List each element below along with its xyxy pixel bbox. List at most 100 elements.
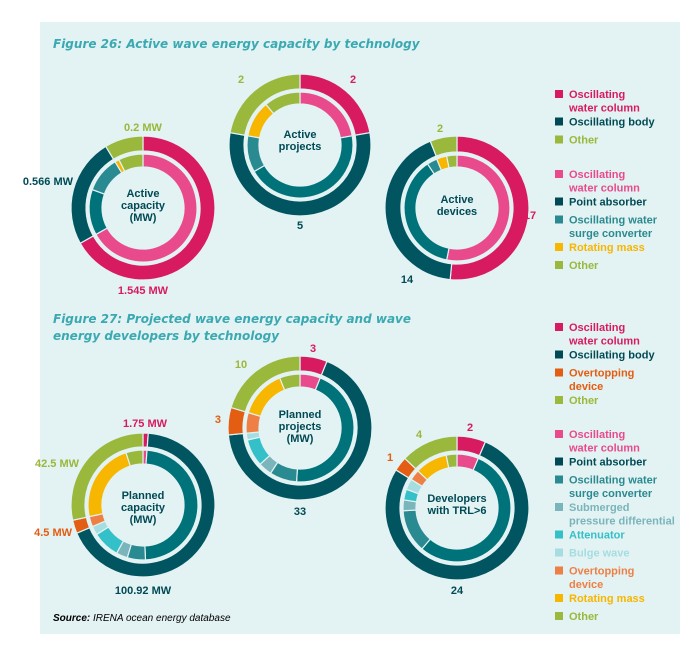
legend-swatch: [555, 215, 563, 224]
legend-fig27-outer: Oscillating water column Oscillating body O…: [555, 322, 655, 407]
legend-item-label: Oscillating water: [569, 215, 658, 227]
legend-swatch: [555, 566, 563, 575]
legend-swatch: [555, 117, 563, 126]
legend-swatch: [555, 530, 563, 539]
legend-item-label: Rotating mass: [569, 242, 645, 254]
source-label: Source:: [53, 613, 91, 624]
donut-value-label: 17: [524, 210, 536, 222]
legend-item-label: water column: [568, 103, 640, 115]
legend-item-label: pressure differential: [569, 516, 675, 528]
legend-swatch: [555, 594, 563, 602]
donut-value-label: 2: [350, 74, 356, 86]
donut-value-label: 1.75 MW: [123, 418, 168, 430]
legend-item-label: Bulge wave: [569, 548, 630, 560]
donut-value-label: 2: [437, 123, 443, 135]
legend-item-label: Point absorber: [569, 197, 647, 209]
donut-center-label: Active: [283, 129, 316, 141]
legend-swatch: [555, 430, 563, 438]
legend-swatch: [555, 135, 563, 144]
inner-ring-slice-other: [118, 153, 144, 173]
donut-center-label: (MW): [287, 433, 314, 445]
donut-value-label: 42.5 MW: [35, 458, 80, 470]
outer-ring-slice-other: [403, 435, 458, 470]
legend-fig27-inner: Oscillating water column Point absorber Osc…: [555, 429, 675, 623]
legend-swatch: [555, 612, 563, 620]
legend-item-label: water column: [568, 183, 640, 195]
donut-value-label: 3: [310, 343, 316, 355]
figure-26-title: Figure 26: Active wave energy capacity b…: [53, 37, 420, 51]
legend-item-label: Other: [569, 135, 599, 147]
legend-item-label: Overtopping: [569, 566, 634, 578]
legend-item-label: Point absorber: [569, 457, 647, 469]
legend-item-label: Oscillating: [569, 169, 625, 181]
outer-ring-slice-other: [70, 432, 144, 521]
outer-ring-slice-other: [104, 135, 144, 161]
inner-ring-slice-other: [278, 373, 301, 391]
legend-item-label: Oscillating water: [569, 475, 658, 487]
legend-item-label: Submerged: [569, 502, 630, 514]
donut-value-label: 10: [235, 359, 247, 371]
figure-27-title-line-1: Figure 27: Projected wave energy capacit…: [53, 312, 412, 326]
legend-item-label: Oscillating: [569, 322, 625, 334]
legend-item-label: Oscillating body: [569, 117, 655, 129]
donut-center-label: Planned: [122, 490, 165, 502]
outer-ring-slice-other: [429, 135, 458, 157]
legend-item-label: Other: [569, 611, 599, 623]
legend-swatch: [555, 243, 563, 251]
inner-ring-slice-other: [445, 453, 458, 469]
legend-swatch: [555, 475, 563, 484]
donut-value-label: 2: [238, 74, 244, 86]
legend-swatch: [555, 457, 563, 466]
legend-swatch: [555, 90, 563, 98]
legend-item-label: surge converter: [569, 228, 653, 240]
donut-center-label: devices: [437, 206, 477, 218]
donut-center-label: Developers: [427, 493, 486, 505]
outer-ring-slice-oscillating-body: [227, 360, 373, 501]
legend-fig26-outer: Oscillating water column Oscillating body O…: [555, 89, 655, 147]
donut-value-label: 3: [215, 414, 221, 426]
legend-item-label: Overtopping: [569, 368, 634, 380]
donut-value-label: 4: [416, 429, 423, 441]
donut-value-label: 100.92 MW: [115, 585, 172, 597]
legend-item-label: Oscillating body: [569, 350, 655, 362]
donut-value-label: 33: [294, 506, 306, 518]
legend-swatch: [555, 368, 563, 377]
inner-ring-slice-point-absorber: [88, 188, 109, 236]
legend-item-label: Other: [569, 395, 599, 407]
source-note: Source: IRENA ocean energy database: [53, 613, 231, 624]
donut-value-label: 1: [387, 452, 393, 464]
donut-center-label: projects: [279, 421, 322, 433]
donut-center-label: capacity: [121, 502, 166, 514]
legend-swatch: [555, 197, 563, 206]
inner-ring-slice-oscillating-water-column: [95, 153, 198, 263]
outer-ring-slice-oscillating-body: [75, 432, 216, 578]
donut-value-label: 0.566 MW: [23, 176, 74, 188]
legend-item-label: surge converter: [569, 488, 653, 500]
legend-swatch: [555, 261, 563, 269]
donut-center-label: with TRL>6: [427, 505, 487, 517]
donut-value-label: 14: [401, 274, 414, 286]
legend-item-label: Oscillating: [569, 89, 625, 101]
legend-item-label: device: [569, 381, 603, 393]
donut-center-label: projects: [279, 141, 322, 153]
donut-value-label: 1.545 MW: [118, 285, 169, 297]
donut-value-label: 2: [467, 422, 473, 434]
legend-swatch: [555, 170, 563, 178]
legend-fig26-inner: Oscillating water column Point absorber Osc…: [555, 169, 658, 272]
inner-ring-slice-other: [125, 449, 144, 467]
outer-ring-slice-other: [229, 73, 301, 136]
donut-value-label: 5: [297, 220, 303, 232]
donut-center-label: capacity: [121, 200, 166, 212]
outer-ring-slice-oscillating-body: [384, 441, 530, 581]
donut-center-label: (MW): [130, 212, 157, 224]
figure-27-title-line-2: energy developers by technology: [53, 329, 280, 343]
inner-ring-slice-other: [445, 154, 458, 169]
donut-value-label: 4.5 MW: [34, 527, 73, 539]
legend-swatch: [555, 350, 563, 359]
